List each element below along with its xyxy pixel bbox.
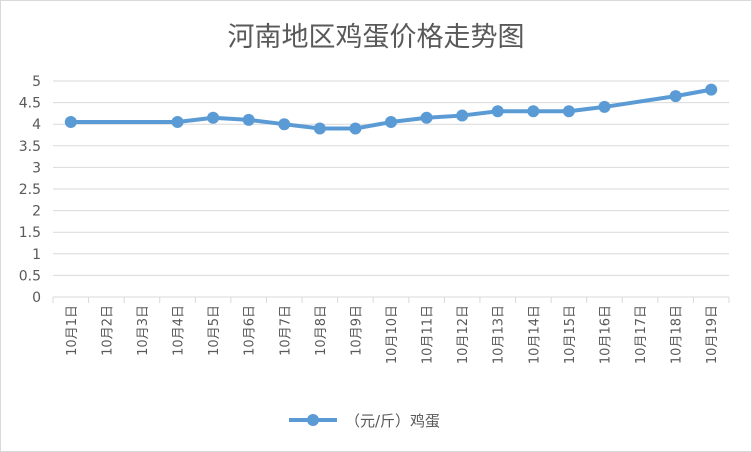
data-point (598, 100, 611, 113)
y-axis-ticks: 0 0.5 1 1.5 2 2.5 3 3.5 4 4.5 5 (19, 74, 41, 306)
legend: （元/斤）鸡蛋 (289, 412, 440, 430)
y-tick-label: 2.5 (19, 182, 41, 198)
x-tick-label: 10月19日 (705, 305, 720, 364)
data-point (527, 105, 540, 118)
data-point (456, 109, 469, 122)
data-point (349, 122, 362, 135)
x-axis-ticks: 10月1日 10月2日 10月3日 10月4日 10月5日 10月6日 10月7日 10月8日… (52, 297, 730, 364)
y-tick-label: 4.5 (19, 96, 41, 112)
series-group (64, 83, 718, 135)
data-point (64, 116, 77, 129)
y-tick-label: 1.5 (19, 225, 41, 241)
x-tick-label: 10月17日 (634, 305, 649, 364)
series-line (68, 87, 714, 131)
data-point (491, 105, 504, 118)
x-tick-label: 10月11日 (421, 305, 436, 364)
legend-point-marker (307, 414, 319, 426)
x-tick-label: 10月3日 (136, 305, 151, 356)
x-tick-label: 10月4日 (172, 305, 187, 356)
x-tick-label: 10月7日 (278, 305, 293, 356)
legend-label: （元/斤）鸡蛋 (345, 412, 440, 430)
y-tick-label: 0.5 (19, 268, 41, 284)
data-point (420, 111, 433, 124)
y-tick-label: 5 (32, 74, 41, 90)
y-tick-label: 1 (32, 247, 41, 263)
x-tick-label: 10月5日 (207, 305, 222, 356)
x-tick-label: 10月9日 (349, 305, 364, 356)
x-tick-label: 10月18日 (670, 305, 685, 364)
data-point (705, 83, 718, 96)
data-point (669, 90, 682, 103)
gridlines (53, 80, 729, 298)
y-tick-label: 3 (32, 160, 41, 176)
data-point (207, 111, 220, 124)
x-tick-label: 10月6日 (243, 305, 258, 356)
x-tick-label: 10月10日 (385, 305, 400, 364)
x-tick-label: 10月2日 (100, 305, 115, 356)
chart-title: 河南地区鸡蛋价格走势图 (228, 22, 525, 53)
y-tick-label: 3.5 (19, 139, 41, 155)
y-tick-label: 0 (32, 290, 41, 306)
x-tick-label: 10月8日 (314, 305, 329, 356)
data-point (385, 116, 397, 129)
data-point (171, 116, 184, 129)
x-tick-label: 10月16日 (598, 305, 613, 364)
data-point (313, 122, 326, 135)
x-tick-label: 10月12日 (456, 305, 471, 364)
data-point (562, 105, 575, 118)
y-tick-label: 4 (32, 117, 41, 133)
y-tick-label: 2 (32, 204, 41, 220)
x-tick-label: 10月14日 (527, 305, 542, 364)
x-tick-label: 10月15日 (563, 305, 578, 364)
data-point (278, 118, 291, 131)
x-tick-label: 10月13日 (492, 305, 507, 364)
data-point (242, 113, 255, 126)
x-tick-label: 10月1日 (65, 305, 80, 356)
